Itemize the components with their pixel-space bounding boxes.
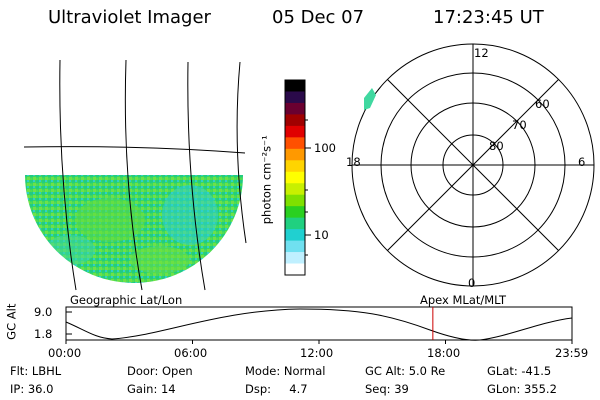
mlt-label-left: 18 [346,155,361,169]
apex-label: Apex MLat/MLT [420,293,507,307]
colorbar-segment [285,148,305,161]
mlt-label-top: 12 [474,46,489,60]
info-mode: Mode: Normal [245,364,326,378]
altitude-plot [65,306,573,344]
geographic-label: Geographic Lat/Lon [70,293,183,307]
colorbar-segment [285,183,305,196]
colorbar-segment [285,102,305,115]
lat-label-70: 70 [512,118,527,132]
geo-grid [23,59,247,291]
lat-label-60: 60 [535,97,550,111]
colorbar-tick-100: 100 [314,141,336,155]
lat-label-80: 80 [489,139,504,153]
alt-ylabel: GC Alt [4,303,19,340]
polar-aurora-patch [364,88,376,110]
instrument-title: Ultraviolet Imager [48,7,211,28]
colorbar-segment [285,171,305,184]
colorbar [284,79,311,276]
info-ip: IP: 36.0 [10,382,54,396]
colorbar-segment [285,194,305,207]
colorbar-segment [285,160,305,173]
colorbar-segment [285,91,305,104]
colorbar-segment [285,252,305,265]
colorbar-segment [285,125,305,138]
alt-ytick-1-8: 1.8 [34,327,53,341]
alt-ytick-9: 9.0 [34,305,53,319]
info-gain: Gain: 14 [127,382,176,396]
alt-xtick-2: 12:00 [300,346,334,360]
colorbar-segment [285,240,305,253]
colorbar-segment [285,80,305,92]
geographic-image [25,175,243,283]
colorbar-segment [285,114,305,127]
mlt-label-right: 6 [578,155,586,169]
colorbar-segment [285,217,305,230]
colorbar-segment [285,206,305,219]
colorbar-tick-10: 10 [314,228,329,242]
info-seq: Seq: 39 [365,382,409,396]
colorbar-segment [285,229,305,242]
info-dsp: Dsp: 4.7 [245,382,308,396]
colorbar-segment [285,263,305,276]
time-label: 17:23:45 UT [433,7,544,28]
info-gc-alt: GC Alt: 5.0 Re [365,364,446,378]
info-glon: GLon: 355.2 [487,382,557,396]
polar-plot [351,43,595,287]
alt-xtick-0: 00:00 [48,346,82,360]
alt-xtick-4: 23:59 [555,346,589,360]
info-door: Door: Open [127,364,193,378]
alt-xtick-3: 18:00 [427,346,461,360]
info-glat: GLat: -41.5 [487,364,552,378]
colorbar-segment [285,137,305,150]
colorbar-unit-label: photon cm⁻²s⁻¹ [259,135,274,225]
info-filter: Flt: LBHL [10,364,62,378]
alt-xtick-1: 06:00 [174,346,208,360]
date-label: 05 Dec 07 [272,7,365,28]
mlt-label-bottom: 0 [468,276,476,290]
